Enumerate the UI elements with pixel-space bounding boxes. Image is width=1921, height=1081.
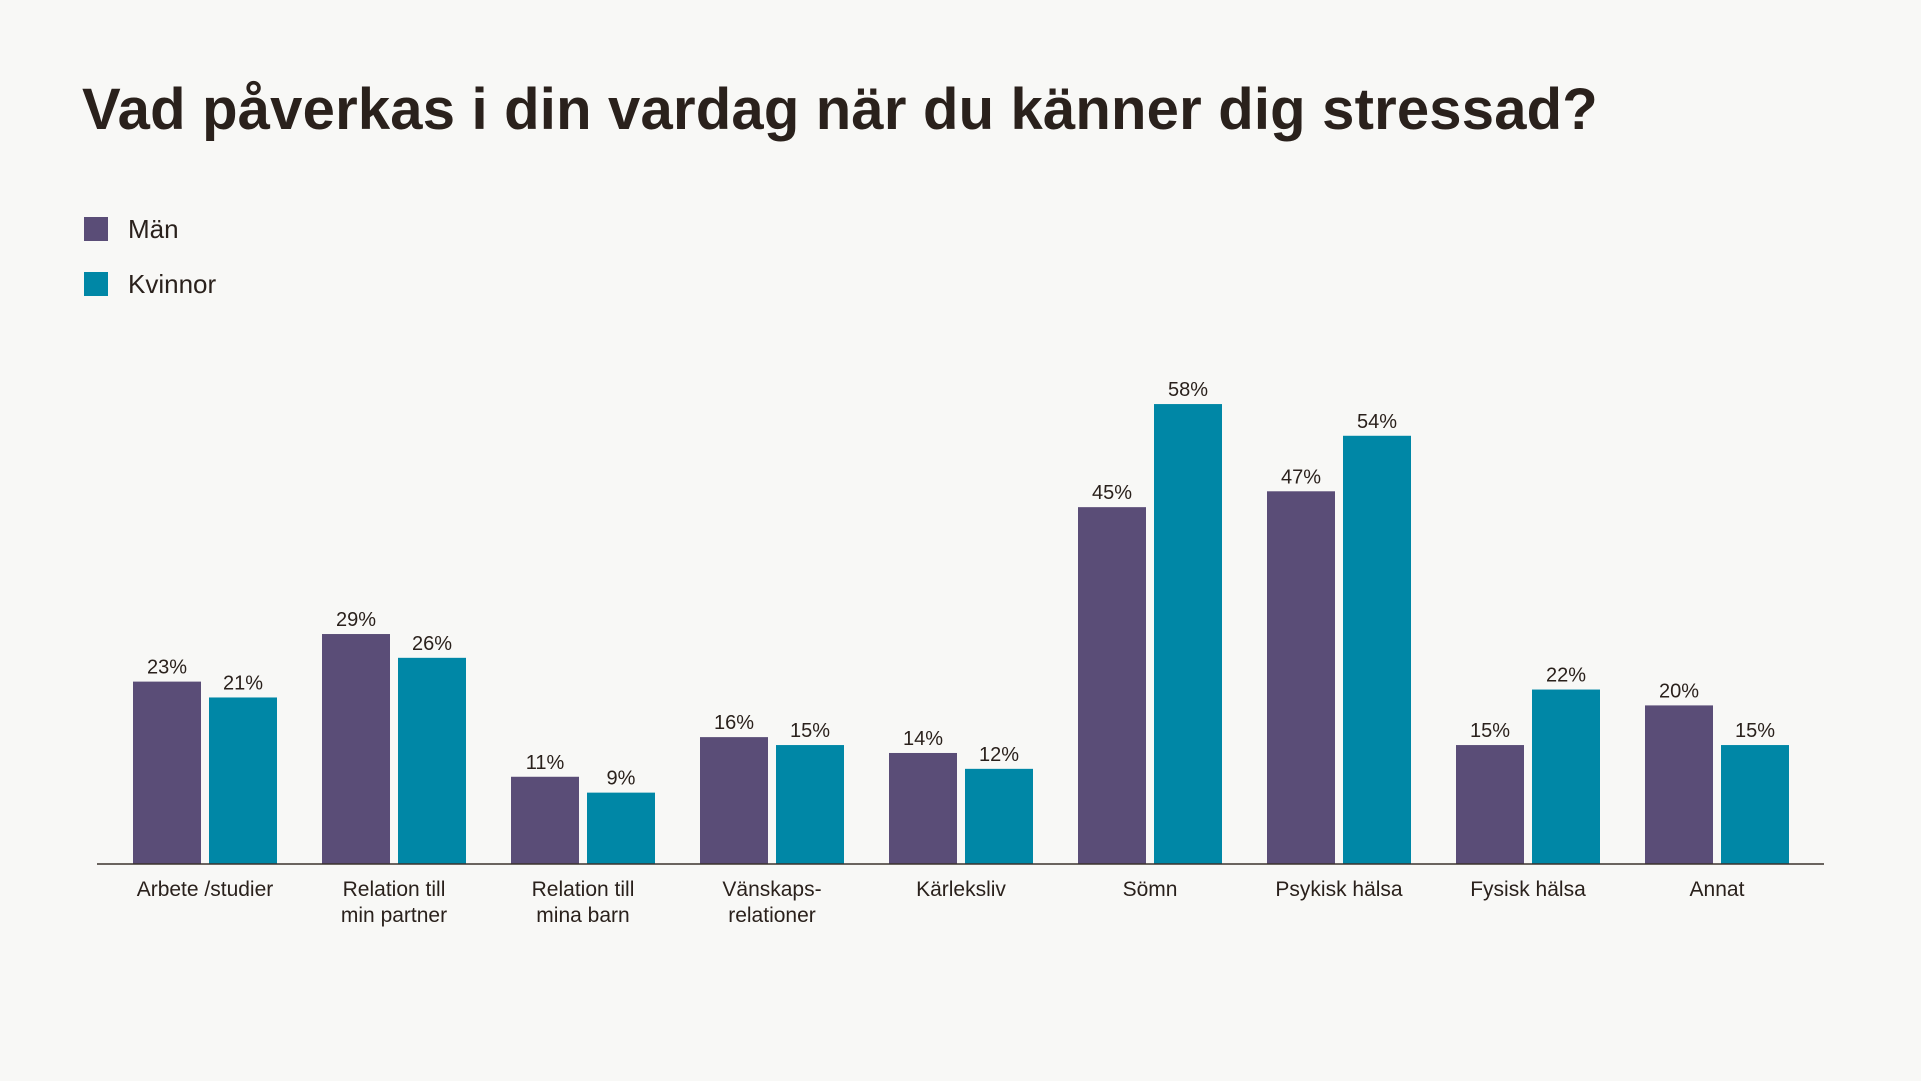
value-label-men-5: 45% bbox=[1092, 482, 1132, 504]
bar-men-1 bbox=[322, 634, 390, 864]
value-label-men-4: 14% bbox=[903, 728, 943, 750]
value-label-women-0: 21% bbox=[223, 672, 263, 694]
value-label-women-2: 9% bbox=[607, 768, 636, 790]
bar-men-6 bbox=[1267, 491, 1335, 864]
category-label-3: Vänskaps-relationer bbox=[722, 878, 821, 927]
bar-women-7 bbox=[1532, 689, 1600, 864]
bar-women-5 bbox=[1154, 404, 1222, 864]
bar-women-0 bbox=[209, 697, 277, 864]
category-label-line: Vänskaps- bbox=[722, 878, 821, 901]
category-label-line: mina barn bbox=[536, 904, 629, 927]
category-label-7: Fysisk hälsa bbox=[1470, 878, 1586, 901]
category-label-line: Annat bbox=[1690, 878, 1745, 901]
category-label-line: relationer bbox=[728, 904, 816, 927]
value-label-men-3: 16% bbox=[714, 712, 754, 734]
value-label-men-0: 23% bbox=[147, 657, 187, 679]
chart-title: Vad påverkas i din vardag när du känner … bbox=[82, 77, 1598, 142]
value-label-men-2: 11% bbox=[526, 752, 565, 774]
legend: Män Kvinnor bbox=[84, 213, 217, 325]
bar-men-0 bbox=[133, 681, 201, 864]
category-label-line: Arbete /studier bbox=[137, 878, 274, 901]
legend-swatch-men bbox=[84, 217, 108, 241]
value-label-women-7: 22% bbox=[1546, 665, 1586, 687]
category-label-line: Sömn bbox=[1123, 878, 1178, 901]
value-label-men-8: 20% bbox=[1659, 680, 1699, 702]
category-label-6: Psykisk hälsa bbox=[1275, 878, 1403, 901]
value-label-men-6: 47% bbox=[1281, 466, 1321, 488]
category-label-1: Relation till min partner bbox=[341, 878, 447, 927]
bar-men-8 bbox=[1645, 705, 1713, 864]
value-label-men-1: 29% bbox=[336, 609, 376, 631]
value-label-women-1: 26% bbox=[412, 633, 452, 655]
category-label-5: Sömn bbox=[1123, 878, 1178, 901]
category-label-line: Relation till bbox=[532, 878, 635, 901]
category-label-line: Relation till bbox=[343, 878, 446, 901]
bar-men-3 bbox=[700, 737, 768, 864]
category-label-8: Annat bbox=[1690, 878, 1745, 901]
bar-women-8 bbox=[1721, 745, 1789, 864]
category-label-4: Kärleksliv bbox=[916, 878, 1006, 901]
legend-item-women: Kvinnor bbox=[84, 268, 217, 299]
value-label-women-3: 15% bbox=[790, 720, 830, 742]
value-label-women-4: 12% bbox=[979, 744, 1019, 766]
bar-women-4 bbox=[965, 768, 1033, 864]
bar-women-6 bbox=[1343, 435, 1411, 864]
value-label-men-7: 15% bbox=[1470, 720, 1510, 742]
value-label-women-5: 58% bbox=[1168, 379, 1208, 401]
bar-men-4 bbox=[889, 752, 957, 864]
bar-women-3 bbox=[776, 745, 844, 864]
value-label-women-6: 54% bbox=[1357, 411, 1397, 433]
category-label-line: Psykisk hälsa bbox=[1275, 878, 1403, 901]
category-label-line: Fysisk hälsa bbox=[1470, 878, 1586, 901]
bar-women-1 bbox=[398, 657, 466, 864]
bar-women-2 bbox=[587, 792, 655, 864]
value-label-women-8: 15% bbox=[1735, 720, 1775, 742]
bar-men-7 bbox=[1456, 745, 1524, 864]
category-label-line: Kärleksliv bbox=[916, 878, 1006, 901]
bar-men-5 bbox=[1078, 507, 1146, 864]
category-label-2: Relation till mina barn bbox=[532, 878, 635, 927]
category-label-0: Arbete /studier bbox=[137, 878, 274, 901]
legend-label-men: Män bbox=[128, 213, 179, 244]
legend-item-men: Män bbox=[84, 213, 216, 244]
bar-men-2 bbox=[511, 776, 579, 864]
legend-swatch-women bbox=[84, 272, 108, 296]
category-label-line: min partner bbox=[341, 904, 447, 927]
legend-label-women: Kvinnor bbox=[128, 268, 217, 299]
